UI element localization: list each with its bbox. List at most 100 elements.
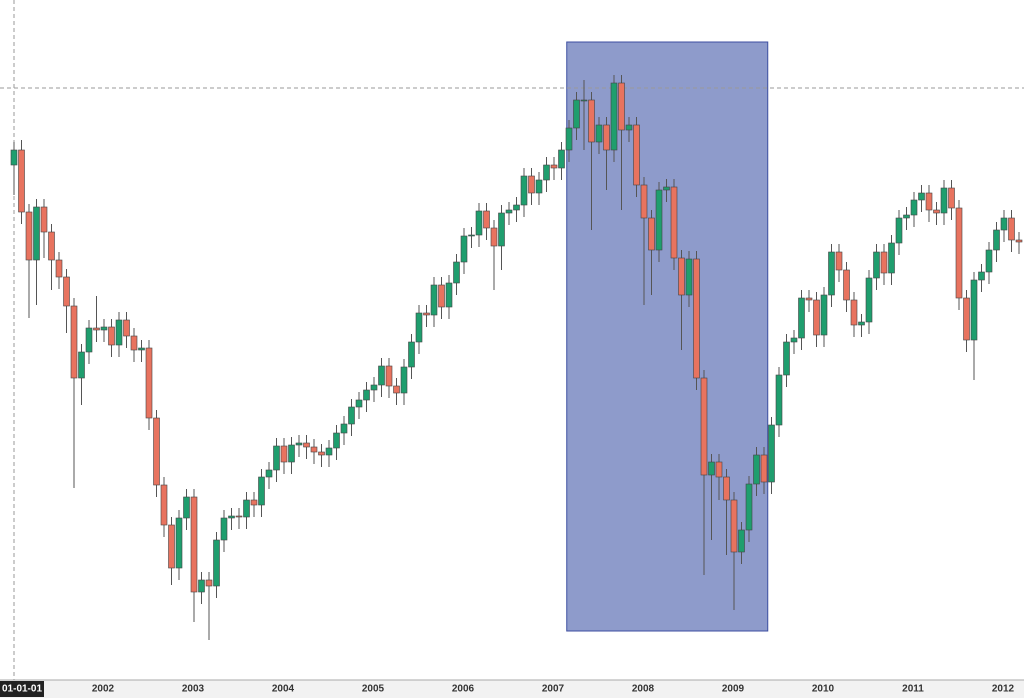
candle-body xyxy=(910,199,918,216)
candle-body xyxy=(243,499,250,518)
candle-body xyxy=(633,124,640,186)
candle-body xyxy=(978,271,985,281)
candle-body xyxy=(130,335,138,351)
candle-body xyxy=(685,258,693,296)
candle-body xyxy=(10,149,18,166)
candle-body xyxy=(205,579,213,587)
x-tick-label: 2005 xyxy=(362,684,385,695)
candle-body xyxy=(693,258,700,379)
candle-body xyxy=(153,417,160,486)
candle-body xyxy=(303,442,310,448)
candle-body xyxy=(475,210,483,236)
candle-body xyxy=(798,297,805,339)
candle-body xyxy=(318,451,325,456)
candle-body xyxy=(250,499,258,506)
candle-body xyxy=(543,164,550,181)
candle-body xyxy=(100,326,108,331)
candle-body xyxy=(348,406,355,425)
x-tick-label: 2010 xyxy=(812,684,835,695)
candle-body xyxy=(715,461,723,478)
candle-body xyxy=(760,454,768,483)
candle-body xyxy=(843,269,850,301)
plot-area xyxy=(0,0,1024,680)
candle-body xyxy=(783,341,790,376)
candle-body xyxy=(460,235,468,263)
candle-body xyxy=(498,212,505,247)
candle-body xyxy=(138,347,145,351)
candle-body xyxy=(738,529,745,553)
candle-body xyxy=(445,282,453,308)
candle-body xyxy=(235,515,243,518)
candle-body xyxy=(580,99,588,102)
x-tick-label: 2003 xyxy=(182,684,205,695)
candle-body xyxy=(805,297,813,301)
candle-body xyxy=(723,476,730,501)
candle-body xyxy=(1008,217,1015,241)
candle-body xyxy=(880,251,888,274)
candle-body xyxy=(78,351,85,379)
x-axis-strip xyxy=(0,680,1024,698)
candle-body xyxy=(588,99,595,143)
candle-body xyxy=(648,217,655,251)
candle-body xyxy=(325,447,333,456)
candle-body xyxy=(258,476,265,506)
candle-body xyxy=(183,496,190,519)
candle-body xyxy=(565,127,573,151)
candle-body xyxy=(655,189,663,251)
candle-body xyxy=(48,231,55,261)
candle-body xyxy=(730,499,738,553)
candle-body xyxy=(198,579,205,593)
candle-body xyxy=(625,124,633,131)
candle-body xyxy=(1000,217,1008,231)
candle-body xyxy=(858,321,865,326)
candle-body xyxy=(550,164,558,169)
candle-body xyxy=(528,175,535,194)
candle-body xyxy=(145,347,153,419)
candle-body xyxy=(25,211,33,261)
candle-body xyxy=(595,124,603,143)
crosshair-label-bg xyxy=(0,681,44,697)
candle-body xyxy=(378,365,385,386)
candle-body xyxy=(355,399,363,408)
candle-body xyxy=(940,187,948,214)
candle-body xyxy=(213,539,220,587)
candle-body xyxy=(753,454,760,485)
candle-body xyxy=(220,517,228,541)
candle-body xyxy=(873,251,880,279)
candle-body xyxy=(415,312,423,343)
candle-body xyxy=(933,209,940,214)
candle-body xyxy=(18,149,25,213)
candle-body xyxy=(828,251,835,296)
x-tick-label: 2008 xyxy=(632,684,655,695)
candle-body xyxy=(160,484,168,526)
candle-body xyxy=(385,365,393,387)
candle-body xyxy=(483,210,490,229)
candle-body xyxy=(190,496,198,593)
candle-body xyxy=(40,206,48,233)
candle-body xyxy=(93,327,100,331)
candle-body xyxy=(918,192,925,201)
candle-body xyxy=(115,319,123,346)
candle-body xyxy=(948,187,955,209)
candle-body xyxy=(670,186,678,259)
candle-body xyxy=(985,249,993,273)
candle-body xyxy=(970,279,978,341)
candle-body xyxy=(603,124,610,151)
x-tick-label: 2012 xyxy=(992,684,1015,695)
candle-body xyxy=(340,423,348,434)
candle-body xyxy=(310,446,318,453)
candle-body xyxy=(70,305,78,379)
candle-body xyxy=(610,82,618,151)
candle-body xyxy=(558,149,565,169)
candle-body xyxy=(925,192,933,211)
candle-body xyxy=(963,297,970,341)
candle-body xyxy=(423,312,430,316)
candle-body xyxy=(108,326,115,346)
candle-body xyxy=(850,299,858,326)
candle-body xyxy=(903,214,910,219)
candle-body xyxy=(295,442,303,446)
candle-body xyxy=(453,261,460,284)
candle-body xyxy=(663,186,670,191)
candle-body xyxy=(55,259,63,278)
x-tick-label: 01-01-01 xyxy=(2,684,42,695)
